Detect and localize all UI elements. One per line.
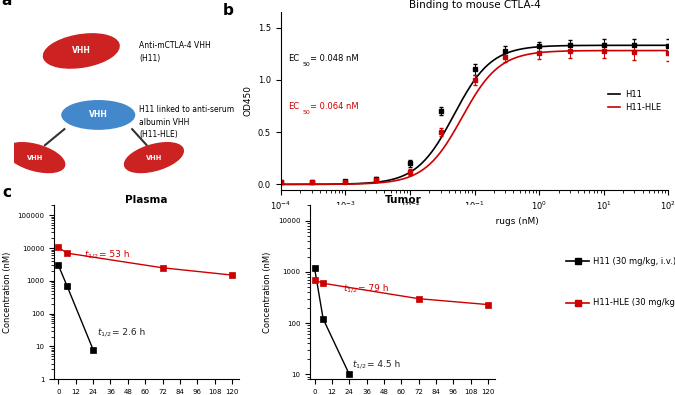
Text: VHH: VHH: [27, 154, 43, 161]
Text: b: b: [223, 3, 234, 18]
Text: VHH: VHH: [146, 154, 162, 161]
Text: VHH: VHH: [89, 111, 108, 119]
Text: = 4.5 h: = 4.5 h: [367, 360, 400, 369]
Title: Tumor: Tumor: [385, 195, 421, 205]
Title: Binding to mouse CTLA-4: Binding to mouse CTLA-4: [408, 0, 541, 10]
Ellipse shape: [6, 143, 65, 173]
Text: = 79 h: = 79 h: [358, 284, 388, 293]
Text: H11-HLE (30 mg/kg, i.v.): H11-HLE (30 mg/kg, i.v.): [593, 298, 675, 307]
Text: $t_{1/2}$: $t_{1/2}$: [352, 358, 367, 371]
Text: albumin VHH: albumin VHH: [140, 118, 190, 126]
Text: = 2.6 h: = 2.6 h: [112, 328, 145, 337]
Text: $t_{1/2}$: $t_{1/2}$: [344, 282, 358, 295]
Text: 50: 50: [303, 62, 310, 67]
Text: EC: EC: [288, 102, 299, 111]
Text: VHH: VHH: [72, 47, 90, 55]
Y-axis label: Concentration (nM): Concentration (nM): [263, 252, 273, 333]
Text: H11 (30 mg/kg, i.v.): H11 (30 mg/kg, i.v.): [593, 256, 675, 265]
Text: (H11-HLE): (H11-HLE): [140, 130, 178, 139]
Text: Anti-mCTLA-4 VHH: Anti-mCTLA-4 VHH: [140, 41, 211, 50]
Text: 50: 50: [303, 110, 310, 115]
Text: (H11): (H11): [140, 54, 161, 62]
Ellipse shape: [62, 101, 134, 129]
Y-axis label: Concentration (nM): Concentration (nM): [3, 252, 11, 333]
Text: = 0.048 nM: = 0.048 nM: [310, 54, 358, 63]
Text: = 0.064 nM: = 0.064 nM: [310, 102, 358, 111]
Text: H11 linked to anti-serum: H11 linked to anti-serum: [140, 105, 234, 114]
Text: = 53 h: = 53 h: [99, 250, 130, 259]
Legend: H11, H11-HLE: H11, H11-HLE: [605, 87, 664, 115]
Title: Plasma: Plasma: [126, 195, 168, 205]
Text: EC: EC: [288, 54, 299, 63]
Text: $t_{1/2}$: $t_{1/2}$: [84, 248, 99, 261]
Text: $t_{1/2}$: $t_{1/2}$: [97, 326, 112, 339]
Y-axis label: OD450: OD450: [244, 85, 252, 116]
Text: a: a: [1, 0, 11, 8]
Text: c: c: [2, 184, 11, 199]
X-axis label: Concentration of drugs (nM): Concentration of drugs (nM): [410, 217, 539, 226]
Ellipse shape: [124, 143, 184, 173]
Ellipse shape: [43, 34, 119, 68]
